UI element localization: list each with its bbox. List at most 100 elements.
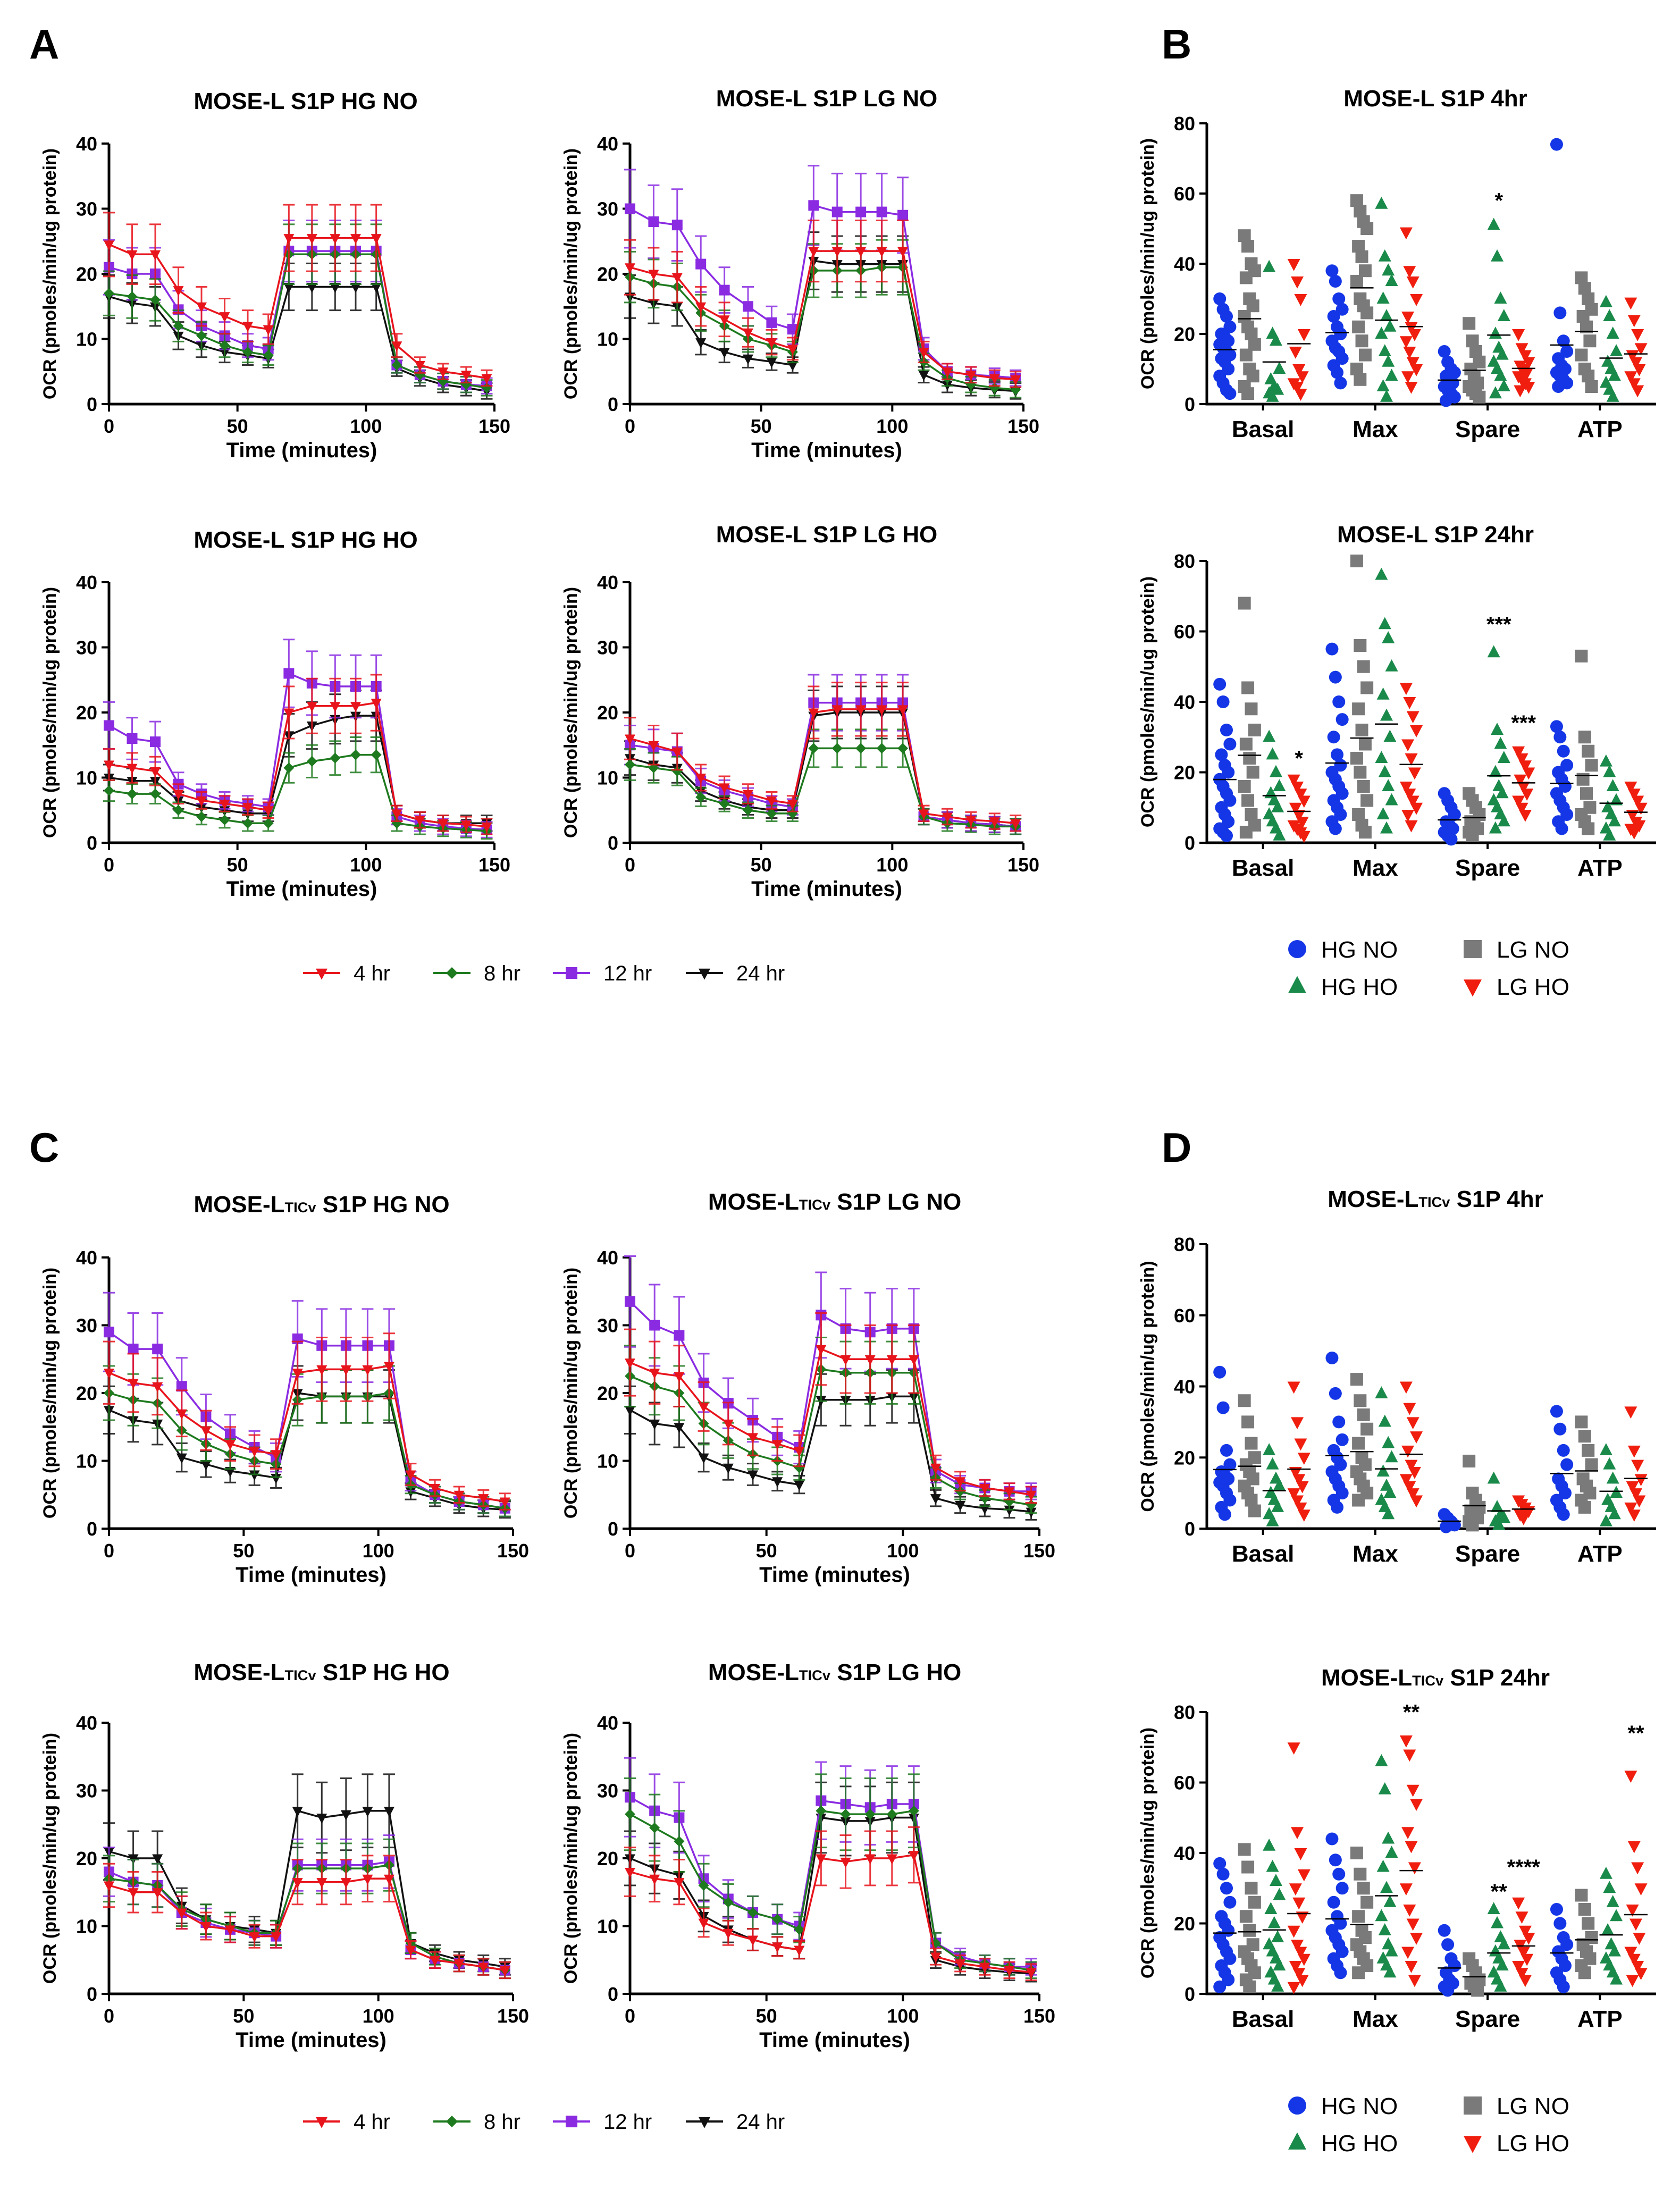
x-tick-label: 100 bbox=[887, 1540, 919, 1562]
data-point bbox=[886, 1809, 897, 1820]
category-label: Spare bbox=[1455, 1541, 1520, 1567]
data-point bbox=[1410, 1799, 1423, 1811]
data-point bbox=[816, 1805, 827, 1816]
data-point bbox=[743, 328, 753, 339]
data-point bbox=[1296, 817, 1309, 829]
category-label: Max bbox=[1353, 1541, 1398, 1567]
data-point bbox=[283, 708, 295, 719]
data-point bbox=[772, 1440, 783, 1450]
y-tick-label: 40 bbox=[1174, 691, 1195, 713]
y-tick-label: 10 bbox=[76, 1450, 97, 1472]
significance-label: * bbox=[1295, 747, 1303, 770]
data-point bbox=[263, 350, 274, 361]
data-point bbox=[674, 1423, 685, 1433]
data-point bbox=[1496, 347, 1509, 360]
data-point bbox=[1223, 1896, 1237, 1909]
data-point bbox=[1350, 1373, 1363, 1386]
data-point bbox=[1583, 334, 1597, 348]
y-tick-label: 60 bbox=[1174, 183, 1195, 205]
data-point bbox=[1582, 1917, 1595, 1930]
time-legend: 4 hr 8 hr 12 hr 24 hr bbox=[303, 2110, 785, 2134]
group-spare-hg-ho bbox=[1487, 1471, 1511, 1530]
data-point bbox=[1405, 1961, 1418, 1973]
group-spare-hg-no bbox=[1438, 345, 1461, 407]
data-point bbox=[405, 1945, 416, 1956]
data-point bbox=[1578, 1430, 1591, 1443]
data-point bbox=[1294, 1438, 1307, 1451]
data-point bbox=[1555, 822, 1568, 835]
series-4-hr bbox=[103, 674, 493, 835]
group-basal-hg-no bbox=[1213, 1857, 1237, 1993]
data-point bbox=[1222, 766, 1235, 779]
data-point bbox=[695, 774, 707, 784]
data-point bbox=[1263, 729, 1276, 742]
category-label: Max bbox=[1353, 855, 1398, 881]
data-point bbox=[1331, 1500, 1344, 1514]
data-point bbox=[1378, 249, 1391, 262]
data-point bbox=[1491, 249, 1504, 262]
data-point bbox=[671, 220, 683, 231]
data-point bbox=[1357, 1408, 1370, 1421]
data-point bbox=[1441, 1938, 1455, 1951]
data-point bbox=[1263, 259, 1276, 272]
data-point bbox=[1358, 348, 1372, 362]
data-point bbox=[1575, 348, 1588, 362]
y-axis-label: OCR (pmoles/min/ug protein) bbox=[1138, 1261, 1158, 1512]
data-point bbox=[1575, 649, 1588, 662]
y-tick-label: 60 bbox=[1174, 1772, 1195, 1794]
data-point bbox=[225, 1440, 236, 1450]
legend-item-hg-ho: HG HO bbox=[1288, 974, 1398, 1000]
data-point bbox=[1518, 760, 1532, 773]
data-point bbox=[330, 702, 341, 712]
data-point bbox=[743, 790, 753, 800]
data-point bbox=[1494, 736, 1507, 749]
y-tick-label: 20 bbox=[1174, 1447, 1195, 1469]
x-tick-label: 150 bbox=[497, 1540, 529, 1562]
data-point bbox=[196, 811, 207, 822]
data-point bbox=[719, 783, 730, 794]
data-point bbox=[625, 1296, 635, 1307]
time-legend: 4 hr 8 hr 12 hr 24 hr bbox=[303, 962, 785, 985]
data-point bbox=[1401, 810, 1415, 822]
data-point bbox=[808, 743, 819, 754]
y-tick-label: 20 bbox=[1174, 323, 1195, 345]
y-tick-label: 20 bbox=[597, 702, 618, 724]
y-tick-label: 20 bbox=[76, 702, 97, 724]
data-point bbox=[1575, 1889, 1588, 1902]
data-point bbox=[1626, 1975, 1639, 1987]
data-point bbox=[816, 1345, 827, 1355]
data-point bbox=[1294, 294, 1307, 306]
data-point bbox=[1220, 724, 1233, 736]
x-tick-label: 150 bbox=[1023, 1540, 1055, 1562]
data-point bbox=[1399, 227, 1413, 240]
significance-label: **** bbox=[1507, 1856, 1541, 1879]
y-tick-label: 10 bbox=[76, 1916, 97, 1938]
data-point bbox=[1557, 1508, 1570, 1521]
data-point bbox=[173, 286, 184, 297]
data-point bbox=[453, 1490, 465, 1501]
group-atp-lg-ho bbox=[1624, 1406, 1648, 1522]
group-basal-lg-ho bbox=[1287, 774, 1311, 843]
data-point bbox=[1248, 1896, 1261, 1909]
data-point bbox=[942, 812, 953, 823]
data-point bbox=[1273, 779, 1286, 791]
data-point bbox=[625, 734, 635, 745]
x-tick-label: 100 bbox=[876, 854, 908, 876]
group-basal-hg-ho bbox=[1262, 729, 1286, 841]
data-point bbox=[766, 796, 777, 807]
series-4-hr bbox=[103, 1855, 511, 1980]
chart-mose-lticv-s1p-hg-ho: MOSE-LTICv S1P HG HO 0 10 20 30 40 0 50 100 150 Ti… bbox=[40, 1659, 529, 2052]
data-point bbox=[1403, 1749, 1416, 1762]
data-point bbox=[1408, 329, 1421, 341]
data-point bbox=[1332, 1415, 1346, 1429]
y-tick-label: 30 bbox=[76, 1315, 97, 1337]
legend-marker bbox=[1288, 940, 1306, 958]
series-line bbox=[629, 1395, 1031, 1513]
data-point bbox=[1608, 368, 1621, 381]
data-point bbox=[430, 1484, 441, 1494]
data-point bbox=[1325, 264, 1339, 278]
data-point bbox=[1403, 266, 1416, 278]
data-point bbox=[918, 348, 929, 358]
data-point bbox=[864, 1355, 876, 1365]
data-point bbox=[1378, 617, 1391, 630]
